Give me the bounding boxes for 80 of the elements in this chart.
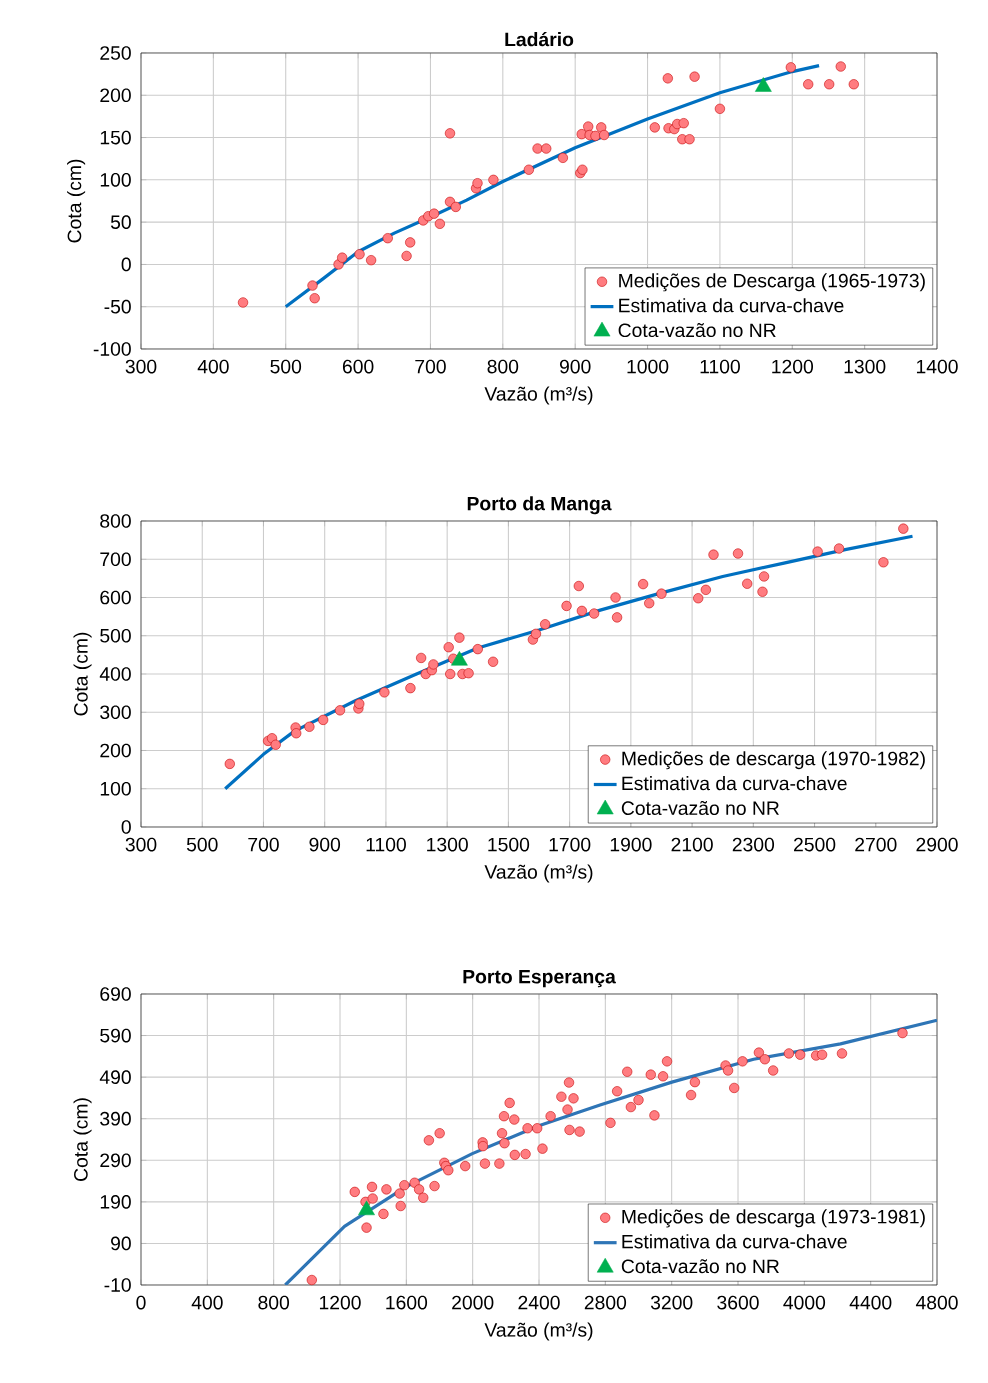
- x-tick-label: 1700: [549, 837, 591, 852]
- x-tick-label: 2700: [855, 837, 897, 852]
- y-tick-label: 500: [100, 628, 131, 643]
- legend-label: Medições de Descarga (1965-1973): [619, 273, 925, 292]
- y-tick-label: 200: [100, 743, 131, 758]
- x-tick-label: 700: [415, 359, 446, 374]
- x-tick-label: 1400: [916, 359, 958, 374]
- y-axis-title: Cota (cm): [73, 1098, 92, 1181]
- y-tick-label: 400: [99, 667, 131, 681]
- y-tick-label: 290: [100, 1153, 131, 1168]
- x-tick-label: 1100: [700, 359, 740, 374]
- y-axis-title: Cota (cm): [73, 632, 92, 716]
- y-tick-label: -100: [93, 342, 131, 356]
- x-tick-label: 400: [197, 359, 229, 374]
- y-tick-label: 600: [100, 590, 131, 605]
- x-tick-label: 900: [309, 837, 341, 852]
- y-tick-label: 590: [100, 1028, 131, 1043]
- x-tick-label: 1600: [386, 1295, 428, 1310]
- x-tick-label: 2800: [584, 1295, 627, 1310]
- x-tick-label: 2000: [452, 1295, 494, 1310]
- y-tick-label: 700: [100, 552, 131, 567]
- x-tick-label: 500: [270, 359, 302, 374]
- y-tick-label: 800: [100, 514, 131, 528]
- x-tick-label: 1200: [772, 359, 814, 374]
- x-tick-label: 3200: [650, 1295, 693, 1310]
- x-tick-label: 2900: [916, 837, 958, 852]
- y-tick-label: 100: [100, 781, 131, 796]
- legend-label: Estimativa da curva-chave: [619, 298, 844, 313]
- y-tick-label: 200: [100, 88, 131, 103]
- x-tick-label: 900: [559, 359, 591, 374]
- legend-label: Cota-vazão no NR: [621, 800, 779, 816]
- y-tick-label: 90: [111, 1236, 131, 1251]
- x-axis-title: Vazão (m³/s): [484, 864, 593, 883]
- y-tick-label: 250: [100, 46, 131, 60]
- legend-label: Estimativa da curva-chave: [622, 1234, 847, 1249]
- y-tick-label: 0: [121, 820, 131, 834]
- x-tick-label: 400: [191, 1295, 223, 1310]
- x-tick-label: 1200: [319, 1295, 361, 1310]
- legend-label: Medições de descarga (1973-1981): [622, 1209, 925, 1228]
- x-axis-title: Vazão (m³/s): [484, 1322, 593, 1341]
- x-tick-label: 2100: [671, 837, 713, 852]
- y-tick-label: -10: [104, 1278, 131, 1292]
- x-tick-label: 1500: [488, 837, 530, 852]
- x-tick-label: 1300: [427, 837, 468, 852]
- x-tick-label: 2300: [732, 837, 775, 852]
- x-tick-label: 500: [186, 837, 218, 852]
- x-axis-title: Vazão (m³/s): [484, 386, 593, 405]
- x-tick-label: 800: [487, 359, 519, 374]
- y-tick-label: 50: [110, 215, 131, 229]
- y-axis-title: Cota (cm): [67, 159, 86, 243]
- y-tick-label: 0: [121, 257, 131, 272]
- chart-title: Porto Esperança: [463, 969, 616, 988]
- legend-label: Medições de descarga (1970-1982): [622, 751, 925, 770]
- x-tick-label: 2400: [518, 1295, 560, 1310]
- chart-title: Ladário: [505, 31, 574, 47]
- y-tick-label: 190: [100, 1195, 131, 1209]
- x-tick-label: 3600: [717, 1295, 759, 1310]
- chart-title: Porto da Manga: [467, 496, 612, 515]
- legend-label: Cota-vazão no NR: [618, 323, 776, 338]
- y-tick-label: -50: [104, 299, 131, 314]
- legend-label: Estimativa da curva-chave: [622, 776, 847, 791]
- x-tick-label: 4400: [849, 1295, 892, 1310]
- x-tick-label: 1900: [610, 837, 652, 852]
- x-tick-label: 1100: [366, 837, 406, 852]
- y-tick-label: 390: [100, 1111, 131, 1126]
- x-tick-label: 800: [258, 1295, 290, 1310]
- y-tick-label: 300: [100, 705, 131, 720]
- x-tick-label: 1300: [844, 359, 886, 374]
- x-tick-label: 700: [248, 837, 279, 852]
- y-tick-label: 690: [100, 987, 131, 1001]
- x-tick-label: 1000: [627, 359, 669, 374]
- y-tick-label: 100: [100, 172, 131, 187]
- x-tick-label: 4000: [783, 1295, 826, 1310]
- x-tick-label: 2500: [794, 837, 836, 852]
- x-tick-label: 0: [136, 1295, 146, 1310]
- x-tick-label: 4800: [915, 1295, 958, 1310]
- y-tick-label: 490: [99, 1070, 131, 1084]
- y-tick-label: 150: [100, 130, 131, 145]
- legend-label: Cota-vazão no NR: [621, 1259, 779, 1274]
- x-tick-label: 600: [342, 359, 374, 374]
